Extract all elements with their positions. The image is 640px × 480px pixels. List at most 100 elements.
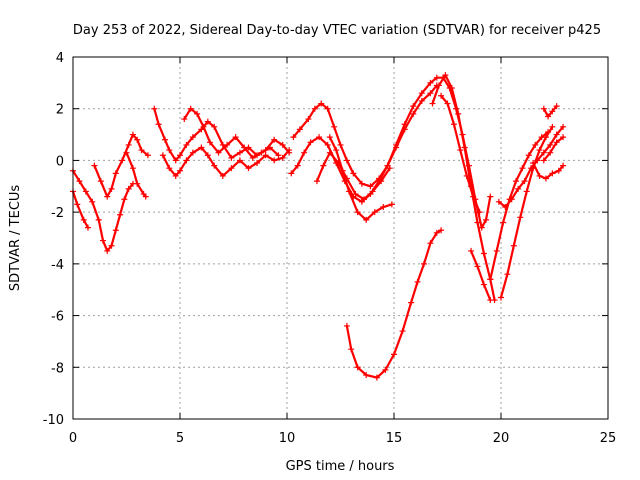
series-line <box>542 136 565 162</box>
data-point <box>478 224 485 231</box>
series-arc-16 <box>498 123 556 301</box>
data-point <box>523 188 530 195</box>
data-point <box>279 141 286 148</box>
data-point <box>427 90 434 97</box>
data-point <box>290 134 297 141</box>
data-point <box>305 116 312 123</box>
series-line <box>292 84 438 188</box>
data-point <box>337 141 344 148</box>
data-point <box>236 149 243 156</box>
data-point <box>358 180 365 187</box>
data-point <box>97 178 104 185</box>
data-point <box>275 152 282 159</box>
data-point <box>313 178 320 185</box>
data-point <box>487 297 494 304</box>
data-point <box>200 123 207 130</box>
data-point <box>427 240 434 247</box>
data-point <box>369 188 376 195</box>
data-point <box>324 141 331 148</box>
data-point <box>211 162 218 169</box>
data-point <box>134 180 141 187</box>
data-point <box>510 242 517 249</box>
data-point <box>286 147 293 154</box>
data-point <box>232 134 239 141</box>
y-tick-label: -4 <box>51 258 64 273</box>
data-point <box>95 216 102 223</box>
series-arc-1 <box>70 167 136 254</box>
data-point <box>301 149 308 156</box>
data-point <box>271 136 278 143</box>
plot-frame <box>72 56 609 420</box>
data-point <box>502 203 509 210</box>
data-point <box>89 198 96 205</box>
y-tick-label: -10 <box>43 413 64 428</box>
data-point <box>258 149 265 156</box>
data-point <box>442 72 449 79</box>
series-line <box>532 161 565 180</box>
x-axis-label: GPS time / hours <box>286 459 395 474</box>
data-point <box>159 152 166 159</box>
data-point <box>224 141 231 148</box>
data-point <box>104 193 111 200</box>
series-arc-7 <box>181 105 282 161</box>
data-point <box>112 170 119 177</box>
series-line <box>315 151 391 201</box>
data-point <box>457 147 464 154</box>
data-point <box>91 162 98 169</box>
grid-layer <box>73 57 608 419</box>
data-point <box>318 100 325 107</box>
data-point <box>547 149 554 156</box>
data-point <box>500 219 507 226</box>
data-point <box>172 157 179 164</box>
data-point <box>219 172 226 179</box>
data-point <box>215 149 222 156</box>
data-point <box>410 110 417 117</box>
data-point <box>427 79 434 86</box>
data-point <box>476 209 483 216</box>
x-tick-label: 20 <box>493 431 510 446</box>
data-point <box>538 134 545 141</box>
data-point <box>266 144 273 151</box>
data-point <box>228 154 235 161</box>
data-point <box>399 328 406 335</box>
series-line <box>489 130 550 281</box>
data-point <box>129 131 136 138</box>
data-point <box>211 123 218 130</box>
data-point <box>249 154 256 161</box>
data-point <box>420 260 427 267</box>
data-point <box>189 134 196 141</box>
data-point <box>545 128 552 135</box>
data-point <box>172 172 179 179</box>
data-point <box>448 85 455 92</box>
data-point <box>177 152 183 159</box>
data-point <box>517 214 524 221</box>
data-point <box>433 74 440 81</box>
data-point <box>104 247 111 254</box>
data-point <box>391 351 397 358</box>
data-point <box>228 165 235 172</box>
axis-layer: 0 5 10 15 20 25 -10 -8 -6 -4 -2 0 2 4 <box>43 51 617 446</box>
data-point <box>540 105 547 112</box>
data-point <box>380 203 387 210</box>
data-point <box>560 134 567 141</box>
x-tick-label: 25 <box>600 431 617 446</box>
data-point <box>386 165 393 172</box>
series-line <box>161 146 291 177</box>
data-point <box>108 242 115 249</box>
data-point <box>530 160 537 167</box>
data-point <box>547 141 554 148</box>
data-point <box>354 364 361 371</box>
data-point <box>373 374 380 381</box>
data-point <box>121 196 128 203</box>
data-point <box>324 105 331 112</box>
y-tick-label: -6 <box>51 310 64 325</box>
data-point <box>519 165 526 172</box>
series-arc-3 <box>91 131 151 200</box>
data-point <box>525 152 532 159</box>
data-point <box>343 322 350 329</box>
data-point <box>515 185 522 192</box>
data-point <box>455 110 462 117</box>
series-line <box>542 105 558 118</box>
data-point <box>480 281 487 288</box>
